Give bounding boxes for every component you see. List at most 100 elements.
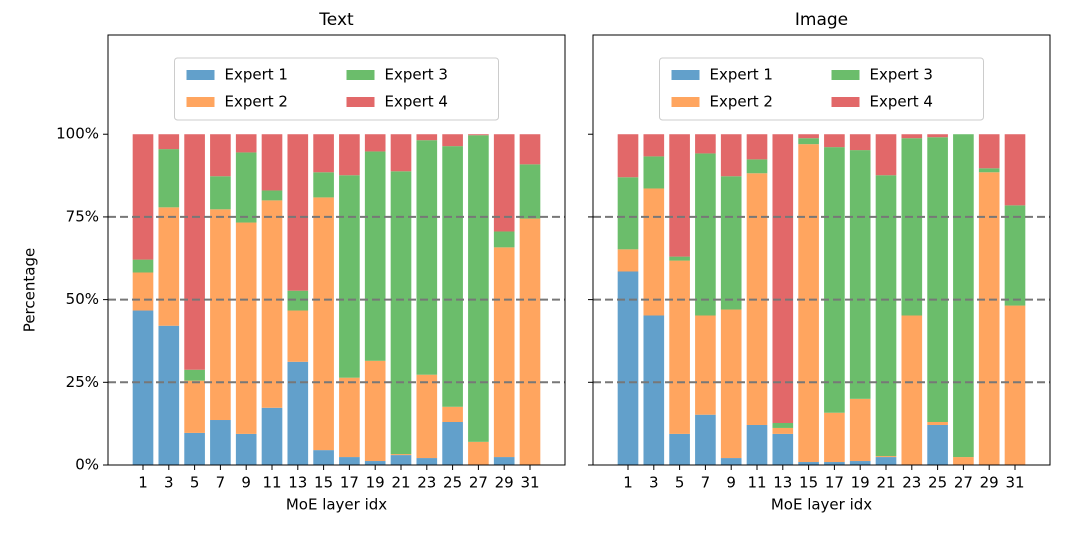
bar-segment	[442, 134, 463, 147]
bar-segment	[772, 427, 794, 434]
x-tick-label: 5	[675, 474, 685, 492]
bar-segment	[617, 177, 639, 250]
legend-label: Expert 3	[385, 66, 448, 84]
bar-segment	[493, 457, 515, 465]
legend-label: Expert 1	[225, 66, 288, 84]
bar-segment	[287, 290, 309, 311]
bar-segment	[339, 175, 360, 378]
legend-swatch	[671, 97, 700, 107]
x-tick-label: 5	[190, 474, 200, 492]
bar-segment	[824, 147, 845, 413]
bar-segment	[617, 134, 639, 178]
bar-segment	[339, 377, 360, 458]
bar-segment	[720, 458, 742, 465]
axes-frame	[592, 34, 1051, 466]
bar-segment	[493, 247, 515, 458]
x-tick-label: 25	[928, 474, 947, 492]
bar-segment	[313, 172, 334, 198]
bar-segment	[875, 456, 897, 458]
bar-segment	[617, 271, 639, 465]
bar-segment	[158, 207, 180, 326]
bar-segment	[695, 134, 716, 154]
x-tick-label: 19	[366, 474, 385, 492]
bar-segment	[824, 412, 845, 463]
x-tick-label: 13	[773, 474, 792, 492]
x-tick-label: 19	[851, 474, 870, 492]
bar-segment	[519, 218, 541, 465]
bar-segment	[927, 134, 948, 138]
legend-swatch	[671, 70, 700, 80]
x-tick-label: 7	[701, 474, 711, 492]
bar-segment	[210, 209, 231, 421]
bar-segment	[364, 360, 386, 462]
bar-segment	[1004, 205, 1026, 306]
bar-segment	[184, 380, 205, 433]
legend-label: Expert 4	[870, 93, 933, 111]
x-tick-label: 11	[747, 474, 766, 492]
bar-segment	[493, 231, 515, 248]
bar-segment	[901, 138, 923, 316]
bar-segment	[390, 455, 412, 465]
bar-segment	[798, 462, 819, 465]
legend-label: Expert 2	[225, 93, 288, 111]
bar-segment	[875, 457, 897, 465]
x-tick-label: 15	[314, 474, 333, 492]
chart-title: Image	[795, 10, 848, 30]
x-axis-label: MoE layer idx	[286, 496, 387, 514]
bar-segment	[235, 222, 257, 434]
bar-segment	[442, 406, 463, 422]
bar-segment	[720, 176, 742, 310]
x-tick-label: 15	[799, 474, 818, 492]
x-tick-label: 31	[520, 474, 539, 492]
x-tick-label: 25	[443, 474, 462, 492]
legend-swatch	[831, 70, 860, 80]
chart-title: Text	[318, 10, 354, 30]
bar-segment	[669, 256, 690, 261]
bar-segment	[184, 432, 205, 465]
x-tick-label: 13	[288, 474, 307, 492]
bar-segment	[772, 422, 794, 428]
bar-segment	[468, 135, 489, 442]
legend-swatch	[346, 70, 375, 80]
bar-segment	[617, 249, 639, 272]
bar-segment	[978, 168, 1000, 173]
bar-segment	[210, 420, 231, 465]
bar-segment	[364, 134, 386, 152]
legend-swatch	[831, 97, 860, 107]
legend-label: Expert 4	[385, 93, 448, 111]
x-tick-label: 29	[980, 474, 999, 492]
bar-segment	[210, 176, 231, 210]
bar-segment	[390, 134, 412, 172]
bar-segment	[468, 441, 489, 465]
bar-segment	[416, 140, 438, 375]
x-tick-label: 1	[623, 474, 633, 492]
bar-segment	[824, 134, 845, 148]
bar-segment	[261, 190, 283, 201]
bar-segment	[643, 156, 665, 189]
bar-segment	[364, 461, 386, 465]
bar-segment	[519, 164, 541, 219]
bar-segment	[772, 433, 794, 465]
y-tick-label: 100%	[56, 125, 99, 143]
bar-segment	[901, 134, 923, 139]
bar-segment	[669, 134, 690, 257]
legend-label: Expert 1	[710, 66, 773, 84]
bar-segment	[746, 424, 768, 465]
bar-segment	[978, 172, 1000, 465]
bar-segment	[313, 197, 334, 451]
bar-segment	[416, 374, 438, 459]
legend-box	[174, 57, 499, 121]
bar-segment	[953, 134, 974, 458]
bar-segment	[849, 134, 871, 151]
bar-segment	[468, 134, 489, 136]
bar-segment	[339, 457, 360, 465]
bar-segment	[261, 200, 283, 408]
bar-segment	[695, 414, 716, 465]
bar-segment	[1004, 134, 1026, 206]
axes-frame	[107, 34, 566, 466]
bar-segment	[390, 454, 412, 456]
bar-segment	[132, 272, 154, 311]
bar-segment	[978, 134, 1000, 169]
bar-segment	[798, 138, 819, 145]
